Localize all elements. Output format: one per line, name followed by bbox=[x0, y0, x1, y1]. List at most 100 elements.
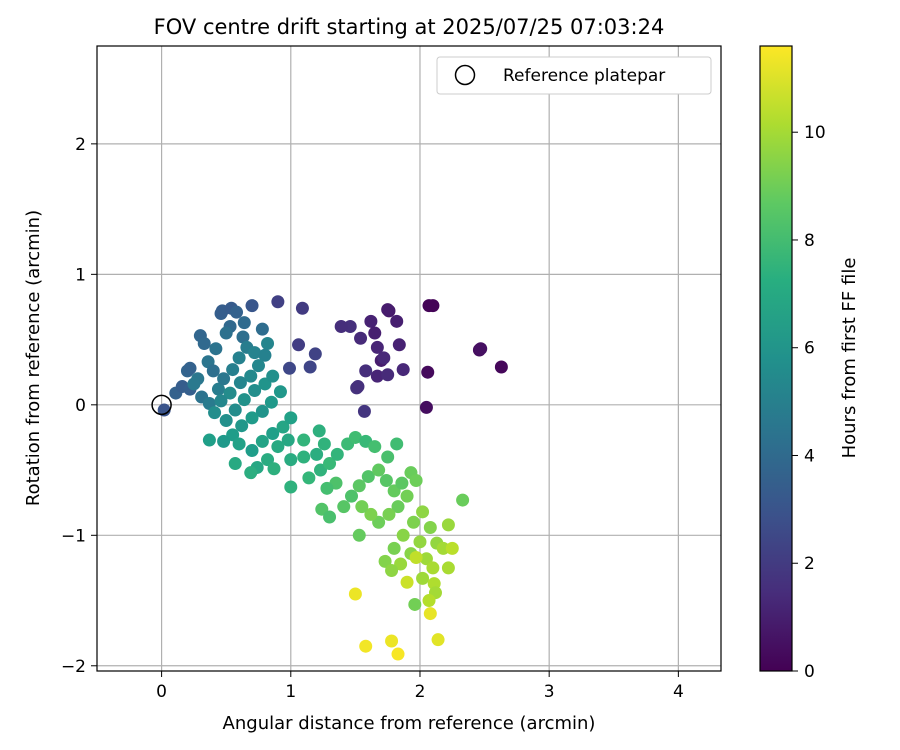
data-point bbox=[422, 594, 436, 608]
data-point bbox=[382, 507, 396, 521]
data-point bbox=[372, 463, 386, 477]
data-point bbox=[426, 561, 440, 575]
data-point bbox=[381, 303, 395, 317]
data-point bbox=[396, 363, 410, 377]
colorbar-label: Hours from first FF file bbox=[839, 258, 860, 459]
data-point bbox=[390, 437, 404, 451]
reference-platepar-marker bbox=[151, 394, 172, 416]
data-point bbox=[223, 386, 237, 400]
data-point bbox=[320, 481, 334, 495]
data-point bbox=[284, 480, 298, 494]
legend-box bbox=[436, 56, 712, 95]
data-point bbox=[357, 404, 371, 418]
data-point bbox=[392, 338, 406, 352]
data-point bbox=[261, 453, 275, 467]
y-axis-label: Rotation from reference (arcmin) bbox=[23, 210, 44, 506]
data-point bbox=[474, 342, 488, 356]
data-point bbox=[284, 411, 298, 425]
data-point bbox=[219, 413, 233, 427]
data-point bbox=[206, 364, 220, 378]
data-point bbox=[361, 470, 375, 484]
data-point bbox=[390, 314, 404, 328]
data-point bbox=[302, 471, 316, 485]
data-point bbox=[351, 380, 365, 394]
data-point bbox=[236, 330, 250, 344]
data-point bbox=[232, 351, 246, 365]
data-point bbox=[394, 557, 408, 571]
data-point bbox=[273, 385, 287, 399]
data-point bbox=[355, 500, 369, 514]
y-tick-label: −2 bbox=[61, 657, 86, 677]
data-point bbox=[391, 500, 405, 514]
data-point bbox=[359, 364, 373, 378]
data-point bbox=[258, 348, 272, 362]
data-point bbox=[233, 376, 247, 390]
data-point bbox=[385, 634, 399, 648]
data-point bbox=[337, 500, 351, 514]
data-point bbox=[214, 394, 228, 408]
data-point bbox=[381, 368, 395, 382]
data-point bbox=[208, 406, 222, 420]
data-point bbox=[409, 473, 423, 487]
data-point bbox=[396, 528, 410, 542]
data-point bbox=[445, 541, 459, 555]
x-tick-label: 0 bbox=[156, 682, 167, 702]
data-point bbox=[409, 550, 423, 564]
legend-marker-icon bbox=[454, 64, 476, 86]
data-point bbox=[271, 295, 285, 309]
data-point bbox=[413, 535, 427, 549]
data-point bbox=[379, 473, 393, 487]
data-point bbox=[267, 462, 281, 476]
data-point bbox=[245, 299, 259, 313]
data-point bbox=[230, 305, 244, 319]
data-point bbox=[368, 440, 382, 454]
data-point bbox=[284, 453, 298, 467]
chart-title: FOV centre drift starting at 2025/07/25 … bbox=[154, 15, 665, 39]
data-point bbox=[421, 365, 435, 379]
data-point bbox=[436, 541, 450, 555]
data-point bbox=[416, 571, 430, 585]
data-point bbox=[312, 424, 326, 438]
data-point bbox=[381, 450, 395, 464]
colorbar-tick-label: 6 bbox=[804, 339, 815, 359]
data-point bbox=[266, 369, 280, 383]
data-point bbox=[391, 647, 405, 661]
legend-label: Reference platepar bbox=[503, 66, 665, 86]
y-tick-label: 1 bbox=[75, 265, 86, 285]
plot-area bbox=[97, 46, 721, 671]
y-axis-ticks: −2 −1 0 1 2 bbox=[61, 135, 97, 677]
y-tick-label: 2 bbox=[75, 135, 86, 155]
colorbar-frame bbox=[759, 45, 793, 672]
data-point bbox=[255, 404, 269, 418]
data-point bbox=[370, 340, 384, 354]
data-point bbox=[237, 316, 251, 330]
data-point bbox=[400, 489, 414, 503]
colorbar-tick-label: 0 bbox=[804, 662, 815, 682]
data-point bbox=[348, 587, 362, 601]
colorbar-ticks: 0 2 4 6 8 10 bbox=[792, 123, 826, 682]
data-point bbox=[364, 314, 378, 328]
data-point bbox=[364, 507, 378, 521]
data-point bbox=[292, 338, 306, 352]
data-point bbox=[441, 518, 455, 532]
data-point bbox=[228, 457, 242, 471]
data-point bbox=[317, 437, 331, 451]
x-tick-label: 1 bbox=[285, 682, 296, 702]
data-point bbox=[226, 363, 240, 377]
data-point bbox=[237, 393, 251, 407]
y-tick-label: −1 bbox=[61, 526, 86, 546]
data-point bbox=[370, 369, 384, 383]
data-point bbox=[408, 597, 422, 611]
data-points bbox=[157, 295, 508, 661]
data-point bbox=[456, 493, 470, 507]
data-point bbox=[303, 360, 317, 374]
data-point bbox=[419, 552, 433, 566]
data-point bbox=[378, 554, 392, 568]
data-point bbox=[400, 575, 414, 589]
data-point bbox=[248, 383, 262, 397]
data-point bbox=[264, 395, 278, 409]
colorbar-tick-label: 2 bbox=[804, 554, 815, 574]
data-point bbox=[244, 369, 258, 383]
